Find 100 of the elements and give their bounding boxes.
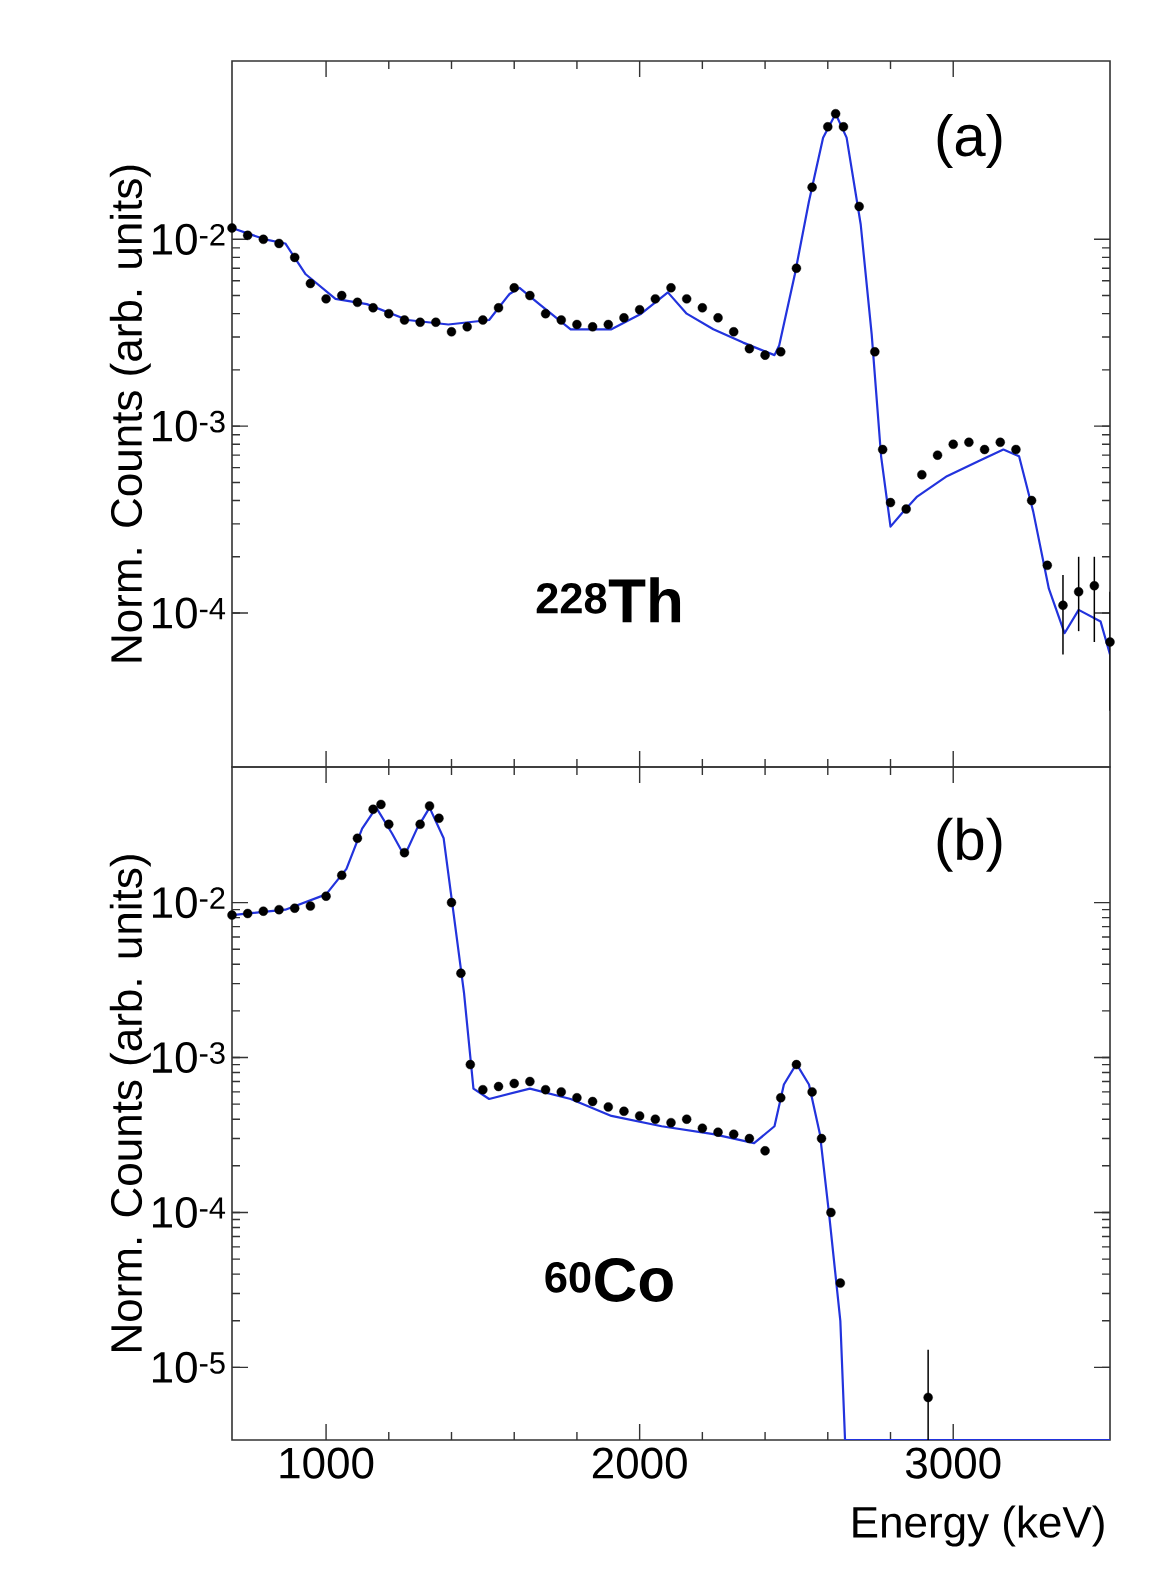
point [1042,560,1052,571]
point [424,801,435,811]
point [713,1127,723,1137]
point [917,469,927,480]
point [776,1093,786,1103]
point [1073,587,1084,597]
point [242,230,253,241]
point [587,1096,598,1107]
point [964,437,974,447]
point [384,308,394,319]
point [509,1078,519,1089]
point [465,1059,476,1070]
point [901,504,911,514]
point [587,322,598,332]
point [399,315,410,325]
y-tick-label: 10$^{-5}$ [152,1351,225,1383]
point [650,294,661,304]
point [337,870,347,880]
point [456,968,466,978]
point [979,444,990,455]
x-tick-label: 2000 [592,1447,687,1479]
point [650,1114,661,1124]
point [923,1392,933,1403]
point [431,317,441,327]
point [415,317,425,327]
point [274,238,284,249]
x-tick-label: 1000 [280,1447,374,1479]
point [995,437,1005,447]
y-tick-label: 10$^{-4}$ [152,597,226,629]
point [434,813,444,823]
point [227,910,237,920]
point [572,319,582,330]
point [776,347,786,357]
point [1058,600,1068,610]
point [744,1133,755,1144]
point [697,1123,708,1133]
point [816,1133,827,1144]
point [290,252,300,263]
y-tick-label: 10$^{-4}$ [152,1196,226,1229]
x-axis-title: Energy (keV) [853,1505,1104,1547]
point [619,313,629,323]
y-axis-title: Norm. Counts (arb. units) [109,855,151,1351]
point [525,1076,535,1087]
point [462,322,472,332]
point [877,444,888,455]
point [791,1059,802,1070]
point [760,1146,770,1156]
point [838,122,849,132]
point [478,1084,488,1095]
point [603,319,613,330]
point [227,223,237,233]
y-tick-label: 10$^{-3}$ [152,1041,225,1074]
point [744,343,755,354]
point [835,1278,846,1288]
point [556,315,566,325]
point [681,1114,692,1124]
point [830,109,841,119]
point [368,804,378,814]
point [258,906,269,916]
point [572,1093,582,1103]
point [807,182,817,192]
point [666,283,676,293]
annotation: (b) [937,817,1002,872]
point [258,234,269,245]
point [729,1129,739,1139]
point [478,315,488,325]
y-axis-title: Norm. Counts (arb. units) [109,165,151,662]
point [540,308,551,319]
y-tick-label: 10$^{-2}$ [152,887,225,919]
point [1089,581,1100,591]
point [760,350,770,360]
point [713,313,723,323]
point [376,799,386,810]
point [493,1081,504,1092]
annotation: (a) [937,113,1002,168]
point [826,1207,836,1218]
point [666,1117,676,1128]
point [321,294,331,304]
point [493,303,504,313]
point [556,1087,566,1097]
point [399,847,410,858]
point [368,303,378,313]
point [446,327,457,337]
point [885,497,896,508]
point [540,1084,551,1095]
point [932,450,943,460]
point [1011,444,1021,455]
point [305,901,316,911]
point [290,903,300,913]
x-tick-label: 3000 [905,1447,1001,1479]
point [854,201,864,212]
point [823,122,833,132]
point [1105,637,1115,647]
point [274,904,284,915]
point [509,283,519,293]
annotation: $^{228}$Th [536,577,681,623]
y-tick-label: 10$^{-2}$ [152,223,225,255]
point [603,1102,613,1112]
point [948,439,958,449]
y-tick-label: 10$^{-3}$ [152,410,225,442]
